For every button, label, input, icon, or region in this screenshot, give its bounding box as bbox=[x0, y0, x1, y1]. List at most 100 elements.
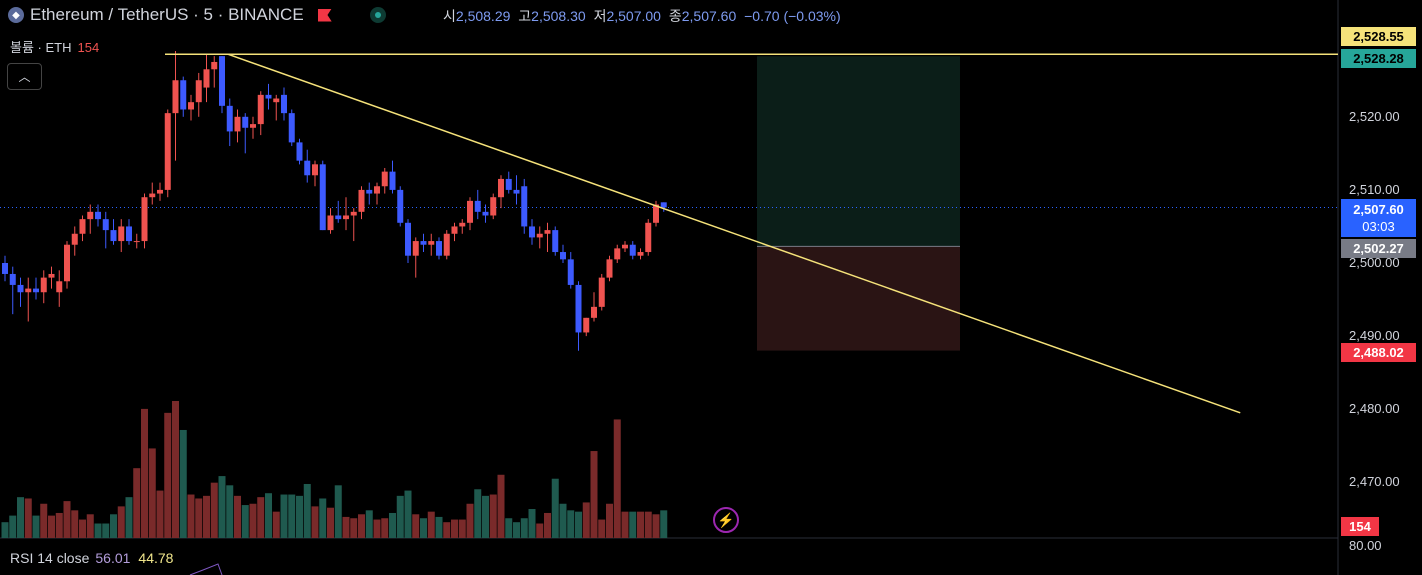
candle-body bbox=[374, 186, 380, 194]
volume-bar bbox=[241, 505, 249, 538]
candle-body bbox=[412, 241, 419, 256]
stop-price-label: 2,488.02 bbox=[1341, 343, 1416, 362]
volume-bar bbox=[280, 494, 288, 538]
volume-bar bbox=[327, 507, 334, 538]
volume-bar bbox=[311, 506, 319, 538]
volume-bar bbox=[117, 506, 125, 538]
candle-body bbox=[606, 259, 613, 278]
volume-bar bbox=[513, 522, 520, 538]
volume-bar bbox=[288, 494, 296, 538]
bar-countdown: 03:03 bbox=[1362, 219, 1395, 234]
candle-body bbox=[71, 233, 78, 245]
volume-bar bbox=[420, 518, 427, 538]
flag-icon[interactable] bbox=[317, 8, 332, 22]
volume-bar bbox=[79, 519, 86, 538]
volume-bar bbox=[141, 408, 148, 538]
candle-body bbox=[428, 241, 435, 245]
market-status-icon[interactable] bbox=[369, 7, 386, 23]
target-zone bbox=[757, 56, 960, 247]
candle-body bbox=[459, 222, 466, 227]
volume-bar bbox=[544, 512, 551, 538]
open-value: 2,508.29 bbox=[455, 8, 511, 24]
candle-body bbox=[622, 244, 628, 249]
volume-bar bbox=[497, 474, 505, 538]
volume-bar bbox=[505, 518, 513, 538]
volume-bar bbox=[195, 498, 203, 538]
candle-body bbox=[79, 219, 86, 234]
volume-bar bbox=[234, 495, 241, 538]
candle-body bbox=[172, 80, 179, 114]
volume-bar bbox=[210, 482, 218, 538]
lightning-icon[interactable]: ⚡ bbox=[713, 507, 739, 533]
candle-body bbox=[327, 215, 334, 231]
volume-bar bbox=[365, 510, 373, 538]
target-price-label: 2,528.28 bbox=[1341, 49, 1416, 68]
low-key: 저 bbox=[593, 8, 607, 24]
volume-bar bbox=[559, 503, 567, 538]
volume-bar bbox=[404, 490, 412, 538]
volume-bar bbox=[32, 515, 40, 538]
candle-body bbox=[40, 277, 47, 293]
candle-body bbox=[164, 113, 171, 190]
candle-body bbox=[513, 189, 520, 194]
volume-bar bbox=[148, 448, 156, 538]
low-value: 2,507.00 bbox=[606, 8, 661, 24]
volume-bar bbox=[536, 523, 544, 538]
candle-body bbox=[288, 113, 295, 143]
candle-body bbox=[319, 164, 326, 231]
rsi-axis-tick: 80.00 bbox=[1349, 538, 1382, 553]
candle-body bbox=[195, 80, 202, 103]
candle-body bbox=[467, 200, 473, 223]
volume-bar bbox=[458, 519, 466, 538]
volume-bar bbox=[528, 509, 536, 538]
candle-body bbox=[591, 306, 597, 318]
volume-bar bbox=[551, 478, 559, 538]
rsi-label: RSI 14 close bbox=[10, 550, 90, 566]
candle-body bbox=[653, 204, 659, 223]
candle-body bbox=[350, 211, 357, 216]
volume-bar bbox=[590, 451, 598, 538]
volume-bar bbox=[644, 511, 652, 538]
volume-bar bbox=[296, 495, 303, 538]
volume-bar bbox=[466, 503, 474, 538]
candle-body bbox=[180, 80, 187, 110]
candle-body bbox=[110, 230, 117, 242]
close-value: 2,507.60 bbox=[681, 8, 737, 24]
candle-body bbox=[521, 186, 528, 227]
candle-body bbox=[64, 244, 70, 282]
price-tick-label: 2,520.00 bbox=[1349, 108, 1400, 124]
last-price-value: 2,507.60 bbox=[1353, 202, 1404, 217]
symbol-header: ◆ Ethereum / TetherUS · 5 · BINANCE bbox=[8, 4, 386, 26]
close-key: 종 bbox=[668, 8, 682, 24]
candle-body bbox=[397, 189, 404, 223]
candle-body bbox=[95, 211, 101, 220]
volume-bar bbox=[63, 501, 71, 538]
volume-bar bbox=[133, 468, 141, 538]
rsi-line bbox=[189, 563, 223, 575]
volume-bar bbox=[303, 483, 311, 538]
price-tick-label: 2,510.00 bbox=[1349, 181, 1400, 197]
high-value: 2,508.30 bbox=[531, 8, 586, 24]
stop-zone bbox=[757, 246, 960, 351]
volume-bar bbox=[203, 495, 210, 538]
candle-body bbox=[234, 116, 241, 132]
volume-bar bbox=[613, 419, 621, 538]
volume-bar bbox=[489, 494, 497, 538]
volume-bar bbox=[342, 516, 350, 538]
symbol-title[interactable]: Ethereum / TetherUS · 5 · BINANCE bbox=[30, 5, 304, 24]
volume-bar bbox=[257, 497, 265, 538]
candle-body bbox=[544, 230, 551, 234]
candle-body bbox=[211, 61, 218, 70]
candle-body bbox=[498, 178, 504, 198]
volume-bar bbox=[156, 490, 164, 538]
volume-bar bbox=[9, 515, 17, 538]
volume-bar bbox=[164, 412, 172, 538]
candle-body bbox=[126, 226, 132, 242]
candle-body bbox=[312, 164, 318, 176]
volume-bar bbox=[629, 511, 637, 538]
candle-body bbox=[381, 171, 388, 187]
candle-body bbox=[304, 160, 311, 176]
candle-body bbox=[358, 189, 365, 212]
collapse-legend-button[interactable]: ︿ bbox=[7, 63, 42, 90]
